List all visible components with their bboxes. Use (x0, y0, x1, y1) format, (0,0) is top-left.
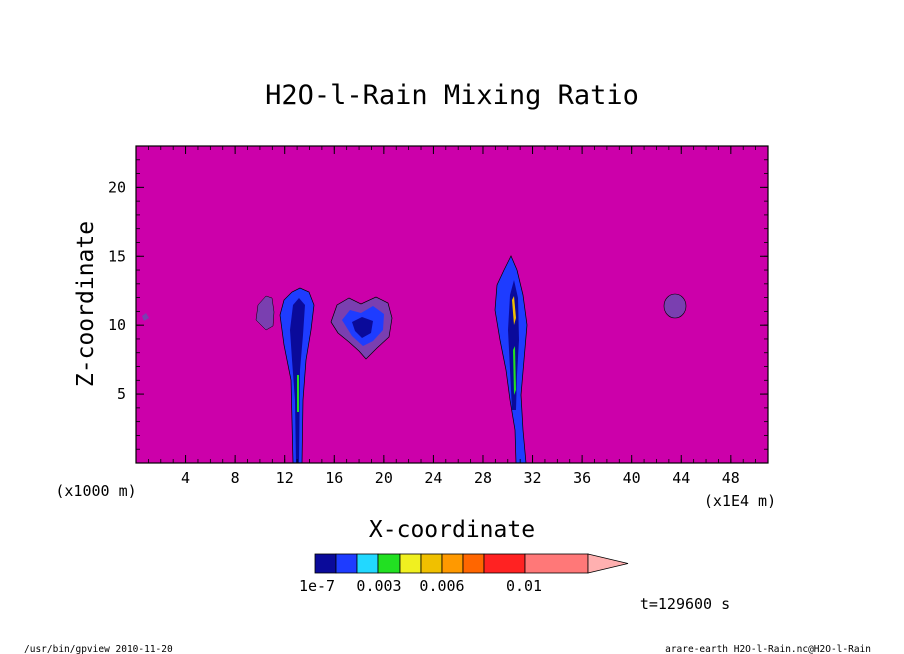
y-tick-label: 15 (108, 247, 126, 265)
x-tick-label: 8 (231, 469, 240, 487)
chart-title: H2O-l-Rain Mixing Ratio (265, 80, 639, 111)
x-tick-label: 28 (474, 469, 492, 487)
y-axis-label: Z-coordinate (73, 221, 99, 387)
x-tick-label: 36 (573, 469, 591, 487)
y-tick-label: 5 (117, 385, 126, 403)
colorbar-label: 1e-7 (299, 577, 335, 595)
x-tick-label: 20 (375, 469, 393, 487)
feature-cloud-middle (330, 296, 393, 360)
y-tick-label: 10 (108, 316, 126, 334)
x-tick-label: 48 (722, 469, 740, 487)
x-axis-label: X-coordinate (369, 517, 535, 543)
x-tick-label: 12 (276, 469, 294, 487)
colorbar-swatch (462, 553, 485, 574)
colorbar-label: 0.01 (506, 577, 542, 595)
plot-frame (135, 145, 769, 464)
plot-background (136, 146, 768, 463)
y-axis: 5 10 15 20 (108, 159, 768, 450)
y-tick-label: 20 (108, 178, 126, 196)
footer-right: arare-earth_H2O-l-Rain.nc@H2O-l-Rain (665, 644, 871, 654)
colorbar-swatch (399, 553, 422, 574)
feature-tower-right (494, 255, 528, 464)
x-tick-label: 44 (672, 469, 690, 487)
colorbar-swatch (420, 553, 443, 574)
colorbar-swatch (356, 553, 379, 574)
colorbar-swatch (377, 553, 401, 574)
colorbar-label: 0.006 (419, 577, 464, 595)
colorbar-swatch (314, 553, 337, 574)
colorbar-swatch (441, 553, 464, 574)
x-tick-label: 24 (424, 469, 442, 487)
colorbar-swatch (524, 553, 589, 574)
x-unit-label: (x1E4 m) (704, 492, 776, 510)
feature-tower-left (142, 287, 315, 464)
time-label: t=129600 s (640, 595, 730, 613)
z-unit-label: (x1000 m) (55, 482, 136, 500)
x-tick-label: 16 (325, 469, 343, 487)
colorbar: 1e-7 0.003 0.006 0.01 (299, 553, 629, 595)
x-tick-label: 4 (181, 469, 190, 487)
x-axis: 4 8 12 16 20 24 28 32 36 40 44 48 (147, 146, 757, 487)
colorbar-swatch (335, 553, 358, 574)
feature-blob-right (663, 293, 687, 319)
colorbar-label: 0.003 (356, 577, 401, 595)
x-tick-label: 40 (623, 469, 641, 487)
footer-left: /usr/bin/gpview 2010-11-20 (24, 644, 173, 654)
colorbar-swatch (483, 553, 526, 574)
x-tick-label: 32 (524, 469, 542, 487)
colorbar-extend-arrow (587, 553, 629, 574)
